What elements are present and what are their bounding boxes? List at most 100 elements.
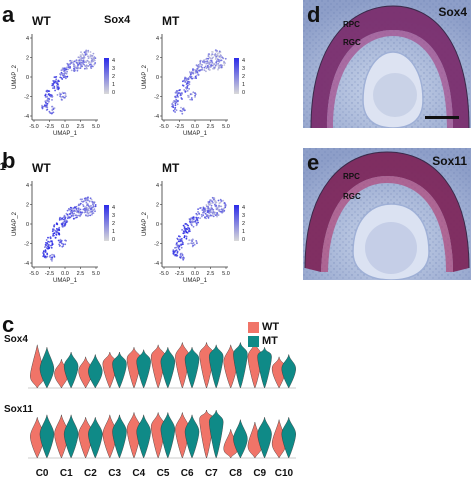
umap-scatter: -5.0 -2.5 0.0 2.5 5.0 4 2 0 -2 -4 UMAP_1 UMAP_2 4 3 2 1…: [12, 34, 115, 137]
umap-cell-point: [188, 88, 190, 90]
colorbar-tick-label: 1: [112, 229, 115, 235]
umap-cell-point: [218, 64, 221, 67]
violin-sox4-mt-c5: [160, 347, 176, 389]
umap-plot-sox4-wt: WT -5.0 -2.5 0.0 2.5 5.0 4 2 0 -2 -4 UMAP_1 UMAP_2 4 3…: [10, 8, 138, 143]
umap-y-tick-label: -4: [154, 114, 159, 120]
umap-cell-point: [52, 234, 54, 237]
umap-cell-point: [66, 75, 69, 78]
umap-cell-point: [188, 230, 190, 232]
umap-cell-point: [219, 57, 222, 59]
umap-cell-point: [59, 73, 61, 75]
umap-cell-point: [208, 211, 211, 214]
umap-cell-point: [197, 211, 199, 213]
umap-cell-point: [56, 86, 59, 89]
umap-points: [171, 49, 227, 115]
umap-cell-point: [186, 82, 188, 85]
umap-cell-point: [212, 208, 215, 211]
umap-cell-point: [65, 66, 68, 69]
violin-sox11-mt-c7: [208, 409, 224, 459]
umap-cell-point: [90, 204, 92, 207]
umap-cell-point: [224, 205, 227, 207]
umap-cell-point: [83, 55, 86, 58]
umap-cell-point: [220, 66, 223, 69]
umap-cell-point: [191, 224, 193, 227]
umap-cell-point: [175, 109, 178, 112]
umap-cell-point: [48, 97, 50, 100]
umap-cell-point: [89, 197, 92, 200]
umap-cell-point: [210, 204, 213, 207]
umap-cell-point: [223, 209, 226, 212]
umap-cell-point: [180, 244, 182, 246]
umap-cell-point: [53, 87, 56, 89]
umap-cell-point: [74, 206, 76, 209]
umap-cell-point: [86, 67, 88, 70]
umap-cell-point: [189, 93, 192, 96]
violin-category-label: C9: [253, 468, 266, 479]
violin-sox11-mt-c4: [136, 414, 151, 459]
legend-swatch-mt: [248, 336, 259, 347]
umap-cell-point: [194, 68, 196, 71]
umap-cell-point: [201, 64, 203, 66]
umap-cell-point: [199, 62, 202, 65]
umap-cell-point: [51, 253, 53, 256]
umap-cell-point: [79, 67, 82, 69]
umap-cell-point: [189, 73, 192, 76]
umap-cell-point: [205, 215, 208, 217]
violin-sox11-wt-c8: [223, 429, 238, 459]
umap-cell-point: [51, 240, 53, 243]
umap-cell-point: [68, 213, 71, 215]
umap-y-axis-title: UMAP_2: [142, 211, 148, 236]
violin-sox4-mt-c3: [112, 351, 127, 389]
umap-cell-point: [208, 200, 211, 203]
umap-cell-point: [80, 57, 83, 59]
umap-cell-point: [81, 198, 83, 201]
umap-cell-point: [190, 217, 192, 220]
umap-cell-point: [174, 91, 177, 94]
umap-cell-point: [74, 65, 76, 67]
umap-cell-point: [176, 103, 179, 106]
umap-cell-point: [72, 209, 74, 212]
umap-condition-label: MT: [162, 14, 180, 28]
umap-cell-point: [218, 210, 221, 213]
umap-cell-point: [51, 82, 54, 85]
umap-cell-point: [180, 237, 183, 240]
umap-cell-point: [59, 238, 62, 241]
umap-x-axis-title: UMAP_1: [183, 278, 208, 284]
umap-cell-point: [174, 104, 177, 107]
umap-cell-point: [82, 203, 84, 206]
umap-cell-point: [91, 200, 94, 203]
umap-cell-point: [197, 208, 199, 210]
colorbar: [234, 58, 239, 94]
umap-cell-point: [174, 96, 177, 98]
umap-cell-point: [172, 250, 175, 253]
colorbar-tick-label: 1: [242, 229, 245, 235]
umap-y-tick-label: -2: [154, 95, 159, 101]
violin-sox11-mt-c9: [257, 417, 272, 459]
micrograph-e: e Sox11 RPC RGC: [303, 148, 471, 281]
umap-cell-point: [210, 54, 213, 57]
umap-cell-point: [73, 60, 76, 63]
violin-category-label: C0: [36, 468, 49, 479]
umap-cell-point: [196, 69, 199, 72]
retina-section-image-e: [303, 148, 471, 281]
umap-cell-point: [204, 60, 206, 63]
umap-cell-point: [194, 96, 196, 98]
umap-cell-point: [81, 60, 84, 62]
umap-cell-point: [45, 104, 48, 107]
umap-cell-point: [58, 92, 61, 94]
umap-cell-point: [47, 240, 50, 243]
umap-y-tick-label: -2: [24, 242, 29, 248]
umap-cell-point: [86, 203, 89, 205]
umap-cell-point: [64, 243, 67, 246]
umap-cell-point: [197, 221, 199, 224]
umap-cell-point: [57, 239, 60, 242]
umap-cell-point: [177, 92, 180, 95]
umap-cell-point: [183, 89, 186, 91]
umap-cell-point: [77, 56, 80, 59]
umap-cell-point: [51, 109, 54, 112]
umap-cell-point: [47, 100, 50, 103]
umap-cell-point: [198, 213, 201, 215]
umap-cell-point: [52, 108, 55, 111]
umap-cell-point: [223, 62, 226, 65]
umap-cell-point: [196, 213, 198, 216]
